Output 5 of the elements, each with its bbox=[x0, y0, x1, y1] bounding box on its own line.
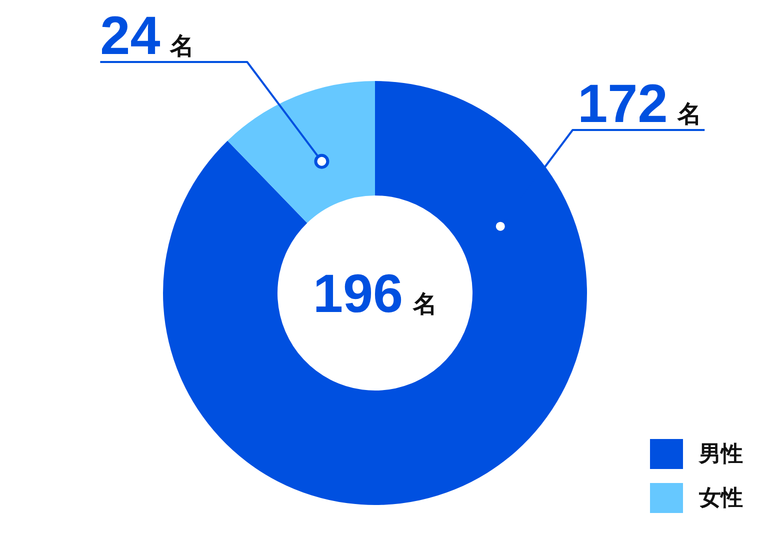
data-label: 172 名 bbox=[578, 74, 702, 134]
legend-label: 男性 bbox=[699, 441, 743, 469]
data-label: 24 名 bbox=[100, 6, 194, 66]
legend-label: 女性 bbox=[699, 485, 743, 513]
text: 196 名 bbox=[312, 264, 438, 324]
